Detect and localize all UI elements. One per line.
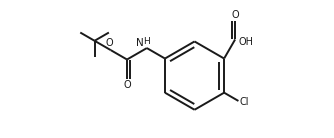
Text: O: O xyxy=(231,10,239,20)
Text: O: O xyxy=(106,38,114,48)
Text: OH: OH xyxy=(238,37,254,47)
Text: Cl: Cl xyxy=(239,97,249,107)
Text: H: H xyxy=(144,37,150,46)
Text: O: O xyxy=(123,80,131,90)
Text: N: N xyxy=(137,38,144,48)
